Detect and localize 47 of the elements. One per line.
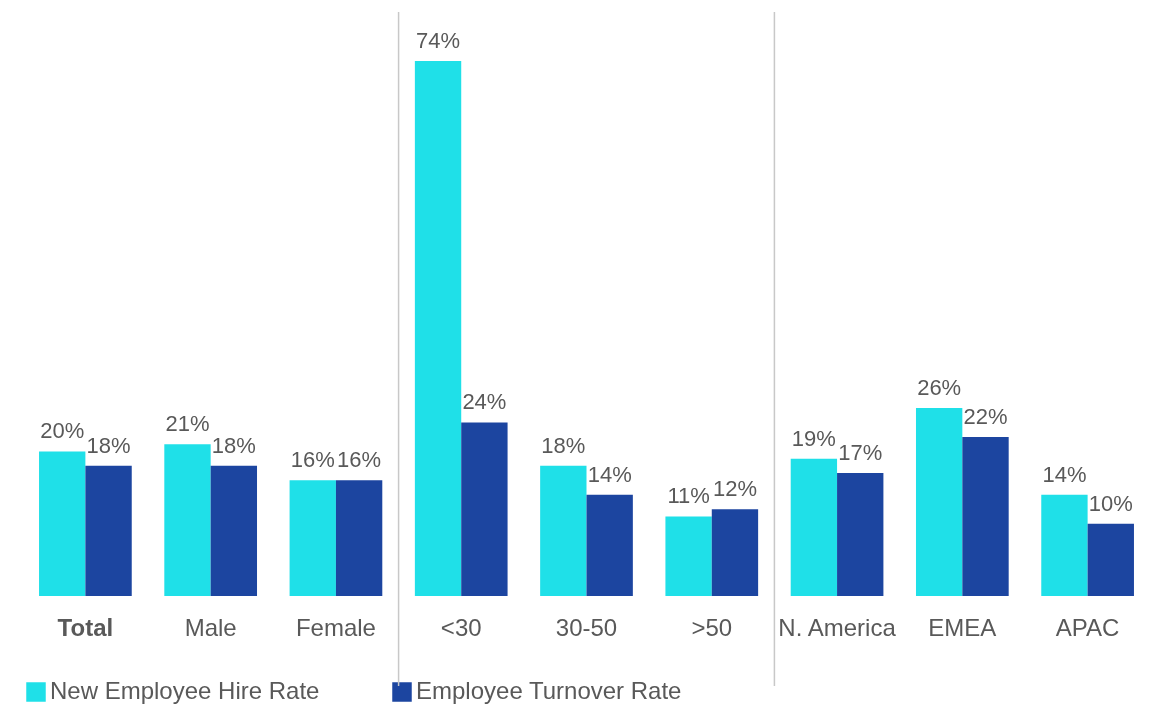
data-label: 11%	[667, 483, 710, 509]
bar	[915, 408, 963, 596]
data-label: 12%	[712, 476, 757, 502]
bar	[335, 480, 383, 596]
data-label: 26%	[917, 375, 962, 401]
x-tick-label: >50	[691, 613, 733, 641]
legend-label: New Employee Hire Rate	[50, 677, 320, 704]
bar	[962, 436, 1009, 596]
data-label: 21%	[165, 411, 210, 437]
bar	[1041, 494, 1088, 596]
data-label: 18%	[541, 432, 586, 458]
data-label: 19%	[791, 425, 836, 451]
bar	[711, 509, 759, 596]
data-label: 24%	[462, 389, 507, 415]
x-tick-label: <30	[440, 613, 482, 641]
legend-label: Employee Turnover Rate	[416, 677, 682, 704]
bar	[461, 422, 508, 596]
data-label: 74%	[416, 28, 461, 53]
bar	[289, 480, 336, 596]
x-tick-label: EMEA	[928, 613, 997, 641]
bar	[837, 473, 884, 596]
x-tick-label: Total	[57, 613, 114, 641]
data-label: 18%	[86, 432, 131, 458]
bar	[39, 451, 86, 596]
bar	[85, 465, 132, 596]
data-label: 16%	[337, 447, 382, 473]
x-tick-label: Female	[295, 613, 376, 641]
data-label: 18%	[211, 432, 256, 458]
bar	[210, 465, 258, 596]
data-label: 22%	[963, 403, 1008, 429]
data-label: 17%	[838, 440, 883, 466]
bar	[164, 444, 211, 596]
bar	[790, 458, 838, 596]
data-label: 14%	[587, 461, 632, 487]
bar	[1087, 523, 1134, 596]
bar	[586, 494, 633, 596]
bar	[665, 516, 712, 596]
x-tick-label: 30-50	[555, 613, 618, 641]
bar	[414, 61, 462, 596]
data-label: 20%	[40, 418, 85, 444]
x-tick-label: Male	[184, 613, 237, 641]
data-label: 14%	[1042, 461, 1087, 487]
x-tick-label: APAC	[1055, 613, 1120, 641]
bar	[540, 465, 587, 596]
data-label: 10%	[1088, 490, 1133, 516]
data-label: 16%	[290, 447, 335, 473]
x-tick-label: N. America	[778, 613, 897, 641]
